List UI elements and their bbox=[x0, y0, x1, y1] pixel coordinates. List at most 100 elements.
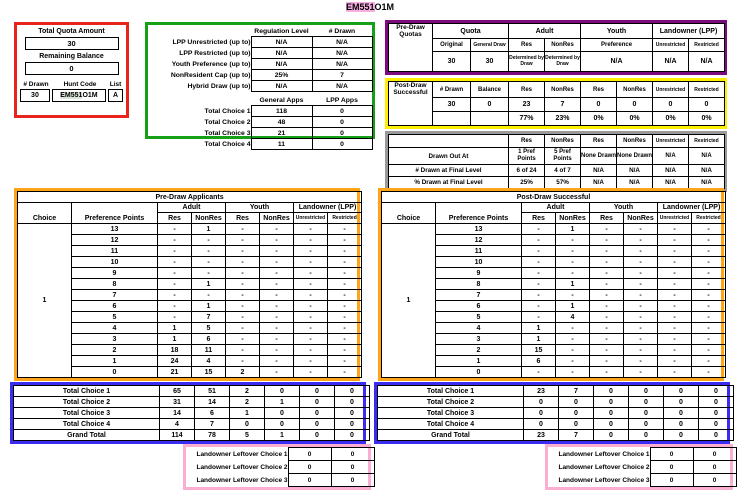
pre-draw-quotas-panel: Pre-Draw Quotas Quota Adult Youth Landow… bbox=[385, 20, 727, 75]
applicant-count: 1 bbox=[555, 223, 590, 235]
title-highlight: EM551 bbox=[345, 2, 375, 12]
totals-row: Grand Total 114 78 5 1 0 0 bbox=[13, 429, 370, 441]
hunt-code-label: Hunt Code bbox=[63, 81, 97, 88]
choice-value: 1 bbox=[381, 223, 436, 378]
preference-points-value: 9 bbox=[435, 267, 522, 279]
applicant-count: - bbox=[657, 289, 692, 301]
row-label: # Drawn at Final Level bbox=[388, 164, 509, 177]
total-value: 23 bbox=[523, 429, 559, 441]
balance-count: 0 bbox=[470, 97, 509, 112]
applicant-count: - bbox=[657, 355, 692, 367]
preference-points-value: 12 bbox=[435, 234, 522, 246]
applicant-count: - bbox=[555, 344, 590, 356]
applicant-count: - bbox=[326, 333, 363, 345]
count-value: 23 bbox=[508, 97, 545, 112]
preference-points-value: 10 bbox=[71, 256, 158, 268]
applicant-count: - bbox=[293, 322, 328, 334]
applicant-count: 6 bbox=[191, 333, 226, 345]
applicant-count: - bbox=[623, 234, 658, 246]
applicant-count: - bbox=[690, 366, 727, 378]
drawn-value: 30 bbox=[20, 89, 50, 102]
lpp-apps-value: 0 bbox=[311, 127, 373, 139]
column-header: # Drawn bbox=[432, 81, 471, 98]
column-header: Original bbox=[432, 38, 471, 52]
applicant-count: 4 bbox=[191, 355, 226, 367]
percent-value bbox=[432, 111, 471, 126]
leftover-value: 0 bbox=[692, 460, 737, 474]
quota-value: N/A bbox=[580, 51, 654, 72]
column-header: Res bbox=[225, 212, 260, 224]
total-value: 0 bbox=[558, 407, 594, 419]
applicant-count: - bbox=[589, 333, 624, 345]
applicant-count: - bbox=[690, 267, 727, 279]
regulation-level-header: Regulation Level bbox=[251, 26, 312, 37]
applicant-count: - bbox=[589, 234, 624, 246]
applicant-count: - bbox=[623, 311, 658, 323]
applicant-count: - bbox=[293, 256, 328, 268]
column-header: Balance bbox=[470, 81, 509, 98]
applicant-count: - bbox=[225, 223, 260, 235]
total-value: 0 bbox=[663, 418, 699, 430]
final-level-value: N/A bbox=[616, 176, 653, 189]
applicant-count: - bbox=[657, 245, 692, 257]
applicant-count: - bbox=[690, 322, 727, 334]
regulation-row-label: LPP Unrestricted (up to) bbox=[172, 38, 251, 46]
preference-points-value: 9 bbox=[71, 267, 158, 279]
totals-row: Total Choice 2 31 14 2 1 0 0 bbox=[13, 396, 370, 408]
applicant-count: - bbox=[326, 223, 363, 235]
post-draw-leftover-table: Landowner Leftover Choice 1 0 0 Landowner L… bbox=[548, 447, 737, 487]
preference-points-value: 11 bbox=[435, 245, 522, 257]
column-header: Restricted bbox=[326, 212, 363, 224]
applicant-count: - bbox=[225, 234, 260, 246]
column-header: NonRes bbox=[623, 212, 658, 224]
applicant-count: - bbox=[191, 289, 226, 301]
totals-row: Total Choice 1 23 7 0 0 0 0 bbox=[377, 385, 734, 397]
choice-header: Choice bbox=[381, 202, 436, 224]
applicant-count: - bbox=[326, 300, 363, 312]
hunt-code-values: 30 EM551O1M A bbox=[20, 89, 123, 102]
total-value: 0 bbox=[663, 385, 699, 397]
preference-points-value: 0 bbox=[435, 366, 522, 378]
applicant-count: - bbox=[521, 234, 556, 246]
applicant-count: - bbox=[157, 267, 192, 279]
applicant-count: 7 bbox=[191, 311, 226, 323]
post-draw-successful-table: Post-Draw Successful Choice Preference P… bbox=[380, 191, 727, 378]
applicant-count: - bbox=[521, 300, 556, 312]
pre-draw-totals-panel: Total Choice 1 65 51 2 0 0 0 Total Choice 2 31 14… bbox=[10, 382, 370, 444]
column-header: Res bbox=[580, 134, 617, 148]
total-value: 0 bbox=[593, 429, 629, 441]
applicant-count: - bbox=[293, 333, 328, 345]
lpp-apps-value: 0 bbox=[311, 105, 373, 117]
applicant-count: - bbox=[191, 256, 226, 268]
regulation-panel: Regulation Level # Drawn LPP Unrestricte… bbox=[145, 22, 375, 150]
column-header: Res bbox=[157, 212, 192, 224]
pre-draw-leftover-table: Landowner Leftover Choice 1 0 0 Landowner L… bbox=[186, 447, 375, 487]
pre-draw-quotas-table: Pre-Draw Quotas Quota Adult Youth Landow… bbox=[388, 23, 726, 72]
applicant-count: - bbox=[191, 245, 226, 257]
column-header: NonRes bbox=[544, 81, 581, 98]
final-level-value: N/A bbox=[688, 147, 725, 165]
regulation-row: LPP Restricted (up to) N/A N/A bbox=[148, 47, 373, 59]
column-header: NonRes bbox=[191, 212, 226, 224]
leftover-value: 0 bbox=[330, 473, 375, 487]
applicant-count: - bbox=[623, 245, 658, 257]
applicant-count: 1 bbox=[191, 223, 226, 235]
remaining-balance-label: Remaining Balance bbox=[39, 53, 104, 60]
total-value: 14 bbox=[194, 396, 230, 408]
drawn-count-value: N/A bbox=[311, 80, 373, 92]
applicant-count: - bbox=[259, 256, 294, 268]
final-level-value: N/A bbox=[688, 176, 725, 189]
general-apps-value: 118 bbox=[250, 105, 313, 117]
total-value: 0 bbox=[334, 418, 370, 430]
total-value: 0 bbox=[698, 418, 734, 430]
hunt-code-highlight: EM551 bbox=[60, 92, 83, 99]
total-row-label: Total Choice 1 bbox=[13, 385, 160, 397]
applicant-count: - bbox=[623, 267, 658, 279]
total-value: 1 bbox=[264, 429, 300, 441]
total-value: 0 bbox=[229, 418, 265, 430]
leftover-value: 0 bbox=[330, 460, 375, 474]
total-value: 0 bbox=[593, 396, 629, 408]
applicant-count: - bbox=[259, 267, 294, 279]
